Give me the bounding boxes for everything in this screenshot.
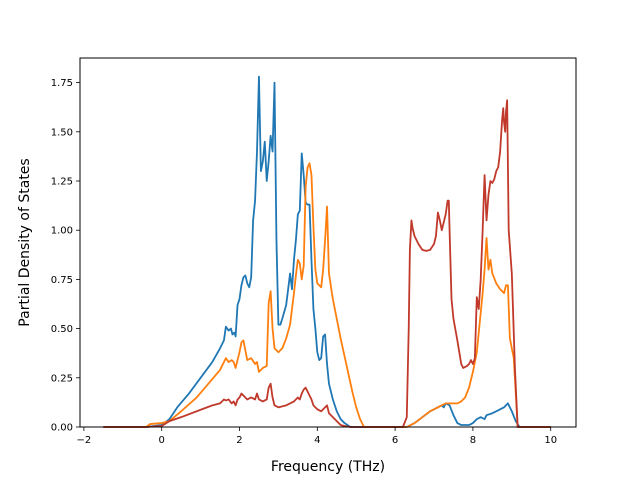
plot-frame [79, 57, 577, 428]
x-tick-label: 0 [159, 435, 165, 446]
x-tick-label: 2 [236, 435, 242, 446]
y-axis-title: Partial Density of States [17, 158, 33, 326]
y-axis-ticks: 0.00 0.25 0.50 0.75 1.00 1.25 1.50 1.75 [51, 78, 80, 434]
series-line-3 [103, 99, 551, 428]
y-tick-label: 1.75 [51, 78, 73, 89]
x-tick-label: 6 [392, 435, 398, 446]
x-tick-label: −2 [77, 435, 92, 446]
y-tick-label: 1.50 [51, 127, 73, 138]
series-lines [103, 75, 551, 428]
x-tick-label: 4 [314, 435, 320, 446]
y-tick-label: 0.00 [51, 423, 73, 434]
series-line-1 [103, 75, 551, 428]
series-line-2 [103, 162, 551, 428]
y-tick-label: 0.50 [51, 324, 73, 335]
y-tick-label: 0.75 [51, 275, 73, 286]
y-tick-label: 0.25 [51, 373, 73, 384]
y-tick-label: 1.25 [51, 177, 73, 188]
x-axis-title: Frequency (THz) [271, 459, 385, 475]
x-tick-label: 8 [470, 435, 476, 446]
x-axis-ticks: −2 0 2 4 6 8 10 [77, 427, 557, 446]
x-tick-label: 10 [544, 435, 557, 446]
y-tick-label: 1.00 [51, 226, 73, 237]
